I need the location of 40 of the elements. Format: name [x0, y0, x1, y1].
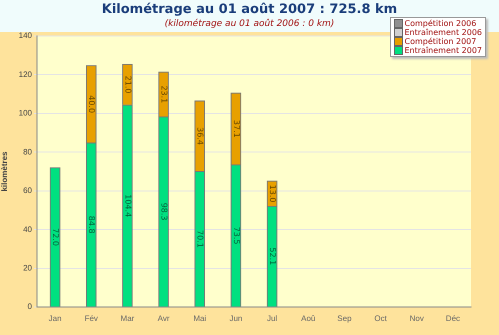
- data-label: 73.5: [232, 226, 241, 245]
- data-label: 13.0: [268, 184, 278, 202]
- data-label: 84.8: [87, 216, 96, 234]
- x-tick-label: Jan: [48, 314, 62, 324]
- data-label: 37.1: [232, 120, 241, 138]
- data-label: 104.4: [123, 194, 132, 218]
- x-tick-label: Fév: [84, 314, 98, 324]
- data-label: 36.4: [196, 127, 205, 145]
- data-label: 52.1: [268, 247, 278, 266]
- data-label: 21.0: [123, 76, 132, 94]
- y-axis-title: kilomètres: [0, 150, 10, 192]
- y-tick-label: 0: [28, 302, 33, 312]
- y-tick-label: 40: [23, 224, 33, 234]
- data-label: 98.3: [160, 202, 169, 221]
- x-tick-label: Sep: [337, 314, 352, 324]
- x-tick-label: Nov: [410, 314, 424, 324]
- y-tick-label: 80: [23, 147, 33, 156]
- x-tick-label: Avr: [158, 314, 170, 324]
- legend-label: Entraînement 2007: [404, 46, 482, 55]
- y-tick-label: 120: [18, 70, 33, 79]
- y-tick-label: 140: [18, 31, 33, 40]
- y-tick-label: 20: [23, 263, 33, 272]
- chart-title: Kilométrage au 01 août 2007 : 725.8 km: [100, 2, 398, 17]
- data-label: 70.1: [196, 230, 205, 248]
- legend-label: Entraînement 2006: [404, 28, 482, 37]
- x-tick-label: Déc: [446, 314, 460, 324]
- x-tick-label: Mai: [193, 314, 206, 324]
- x-tick-label: Jun: [229, 314, 242, 324]
- x-tick-label: Jul: [266, 314, 278, 324]
- data-label: 40.0: [87, 95, 96, 114]
- data-label: 72.0: [51, 228, 60, 246]
- data-label: 23.1: [160, 85, 169, 104]
- x-tick-label: Mar: [120, 314, 135, 324]
- chart-subtitle: (kilométrage au 01 août 2006 : 0 km): [164, 19, 334, 29]
- legend-label: Compétition 2007: [404, 37, 476, 46]
- legend-label: Compétition 2006: [404, 19, 476, 28]
- x-tick-label: Oct: [374, 314, 388, 324]
- y-tick-label: 60: [23, 186, 33, 196]
- y-tick-label: 100: [18, 108, 33, 118]
- x-tick-label: Aoû: [301, 314, 316, 324]
